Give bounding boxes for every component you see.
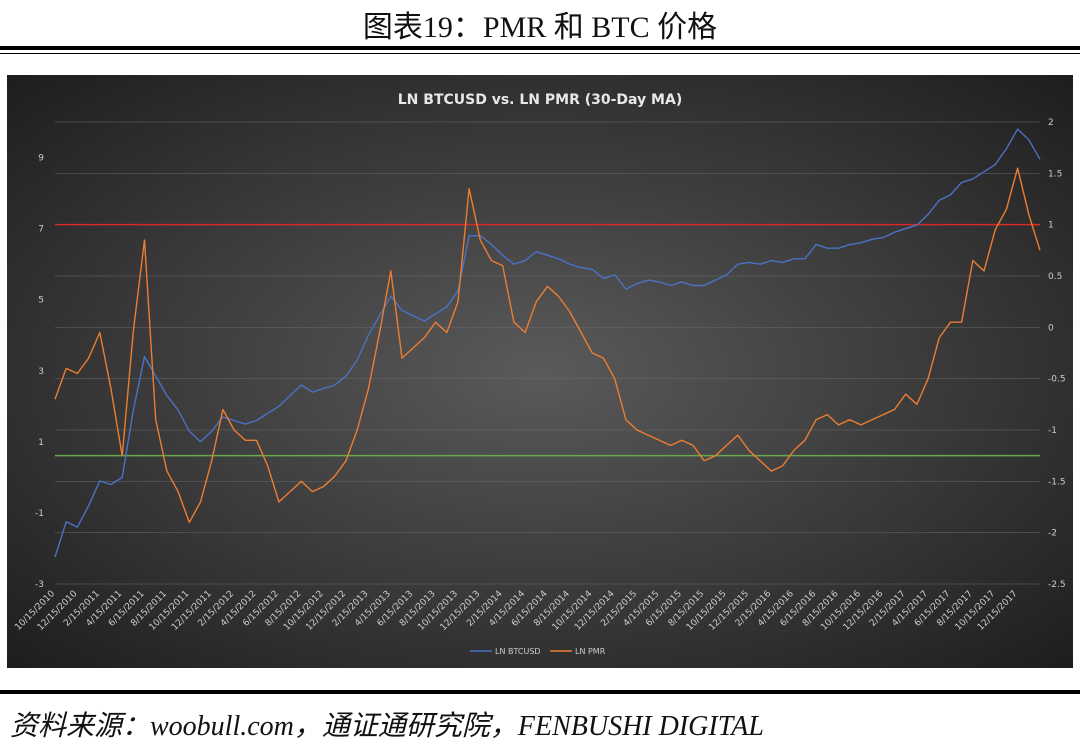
rule: [0, 690, 1080, 694]
rule: [0, 46, 1080, 50]
y2-tick-label: -2: [1048, 529, 1057, 539]
page-title: 图表19：PMR 和 BTC 价格: [363, 11, 717, 44]
y2-tick-label: 0.5: [1048, 272, 1062, 282]
series-line: [54, 167, 1041, 524]
series-line: [54, 128, 1041, 558]
source-note: 资料来源：woobull.com，通证通研究院，FENBUSHI DIGITAL: [10, 711, 764, 742]
rule: [0, 53, 1080, 54]
y-tick-label: 9: [38, 154, 44, 164]
y2-tick-label: 1.5: [1048, 169, 1062, 179]
y2-tick-label: -0.5: [1048, 375, 1066, 385]
y2-tick-label: 0: [1048, 323, 1054, 333]
y2-tick-label: -2.5: [1048, 580, 1066, 590]
legend-label: LN BTCUSD: [495, 647, 541, 656]
y2-tick-label: 1: [1048, 221, 1054, 231]
y2-tick-label: -1: [1048, 426, 1057, 436]
y-tick-label: 7: [38, 225, 44, 235]
y-tick-label: -3: [35, 580, 44, 590]
y-tick-label: 1: [38, 438, 44, 448]
y-tick-label: 3: [38, 367, 44, 377]
y-tick-label: -1: [35, 509, 44, 519]
y2-tick-label: -1.5: [1048, 477, 1066, 487]
y2-tick-label: 2: [1048, 118, 1054, 128]
y-tick-label: 5: [38, 296, 44, 306]
chart-title: LN BTCUSD vs. LN PMR (30-Day MA): [398, 92, 682, 108]
plot-background: [7, 75, 1073, 668]
legend-label: LN PMR: [575, 647, 606, 656]
